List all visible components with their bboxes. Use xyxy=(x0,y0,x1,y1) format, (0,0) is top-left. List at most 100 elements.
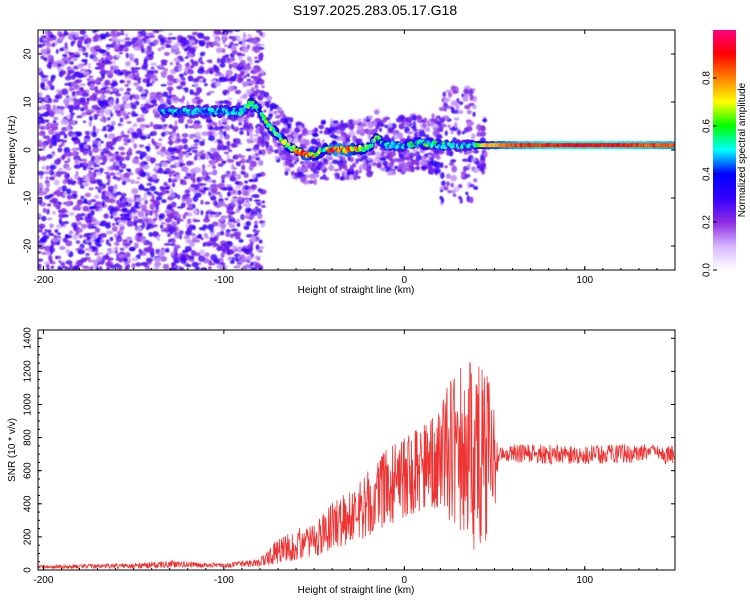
noise-blob xyxy=(441,180,446,187)
noise-blob xyxy=(119,32,125,36)
noise-blob xyxy=(80,68,88,72)
noise-blob xyxy=(96,77,104,82)
noise-blob xyxy=(219,230,225,236)
noise-blob xyxy=(184,189,191,194)
noise-blob xyxy=(259,31,263,37)
noise-blob xyxy=(236,222,241,227)
noise-blob xyxy=(160,161,168,168)
noise-blob xyxy=(236,35,241,42)
ridge-core xyxy=(262,115,267,120)
noise-blob xyxy=(201,131,209,136)
noise-blob xyxy=(127,112,131,115)
noise-blob xyxy=(328,162,333,166)
noise-blob xyxy=(226,158,233,163)
noise-blob xyxy=(205,116,212,121)
noise-blob xyxy=(346,171,351,176)
noise-blob xyxy=(139,117,144,122)
noise-blob xyxy=(160,46,165,50)
noise-blob xyxy=(257,159,264,166)
noise-blob xyxy=(217,257,224,264)
noise-blob xyxy=(144,74,149,78)
noise-blob xyxy=(447,124,452,129)
noise-blob xyxy=(87,172,94,178)
noise-blob xyxy=(244,70,249,75)
noise-blob xyxy=(81,58,88,63)
noise-blob xyxy=(388,161,394,169)
noise-blob xyxy=(155,196,163,201)
noise-blob xyxy=(131,104,137,110)
noise-blob xyxy=(38,182,44,189)
noise-blob xyxy=(177,63,183,70)
noise-blob xyxy=(170,201,177,208)
noise-blob xyxy=(151,99,157,105)
noise-blob xyxy=(79,107,85,112)
noise-blob xyxy=(93,115,98,121)
noise-blob xyxy=(89,167,94,171)
noise-blob xyxy=(125,61,131,67)
noise-blob xyxy=(46,267,50,270)
noise-blob xyxy=(365,166,371,173)
noise-blob xyxy=(55,49,59,55)
noise-blob xyxy=(232,196,238,199)
noise-blob xyxy=(390,151,397,157)
noise-blob xyxy=(395,117,403,123)
noise-blob xyxy=(302,128,308,135)
noise-blob xyxy=(211,214,217,218)
noise-blob xyxy=(254,220,258,225)
noise-blob xyxy=(216,246,223,252)
noise-blob xyxy=(80,223,88,228)
noise-blob xyxy=(116,202,124,205)
noise-blob xyxy=(48,254,53,262)
noise-blob xyxy=(157,64,164,69)
noise-blob xyxy=(133,59,138,63)
noise-blob xyxy=(119,71,124,76)
noise-blob xyxy=(146,182,152,186)
noise-blob xyxy=(70,112,76,116)
noise-blob xyxy=(387,170,395,176)
colorbar-label: Normalized spectral amplitude xyxy=(737,82,748,217)
noise-blob xyxy=(184,56,189,59)
noise-blob xyxy=(101,200,105,207)
noise-blob xyxy=(151,78,155,82)
noise-blob xyxy=(198,249,206,255)
noise-blob xyxy=(64,98,70,105)
noise-blob xyxy=(252,208,257,212)
noise-blob xyxy=(160,132,166,137)
noise-blob xyxy=(185,173,192,176)
noise-blob xyxy=(151,173,158,180)
noise-blob xyxy=(53,179,60,186)
spectrogram-ridge xyxy=(157,96,675,162)
noise-blob xyxy=(144,218,149,223)
noise-blob xyxy=(471,157,477,163)
noise-blob xyxy=(473,168,479,174)
noise-blob xyxy=(88,187,94,191)
noise-blob xyxy=(72,266,77,270)
noise-blob xyxy=(205,153,210,160)
noise-blob xyxy=(378,123,386,127)
noise-blob xyxy=(230,116,237,122)
noise-blob xyxy=(263,109,267,113)
noise-blob xyxy=(52,98,59,103)
noise-blob xyxy=(90,155,95,162)
noise-blob xyxy=(57,147,63,153)
noise-blob xyxy=(219,187,226,190)
noise-blob xyxy=(55,59,63,64)
noise-blob xyxy=(218,158,224,162)
noise-blob xyxy=(303,158,310,166)
noise-blob xyxy=(133,215,139,221)
noise-blob xyxy=(214,73,219,77)
noise-blob xyxy=(145,36,150,39)
noise-blob xyxy=(55,203,61,210)
noise-blob xyxy=(228,216,234,220)
noise-blob xyxy=(255,173,262,178)
noise-blob xyxy=(247,207,252,212)
noise-blob xyxy=(112,212,118,216)
noise-blob xyxy=(253,67,259,74)
noise-blob xyxy=(123,115,128,120)
noise-blob xyxy=(365,118,371,123)
ridge-core xyxy=(268,123,272,128)
noise-blob xyxy=(143,164,151,169)
noise-blob xyxy=(170,225,177,232)
noise-blob xyxy=(46,203,52,207)
spectrogram-marks xyxy=(38,30,675,270)
